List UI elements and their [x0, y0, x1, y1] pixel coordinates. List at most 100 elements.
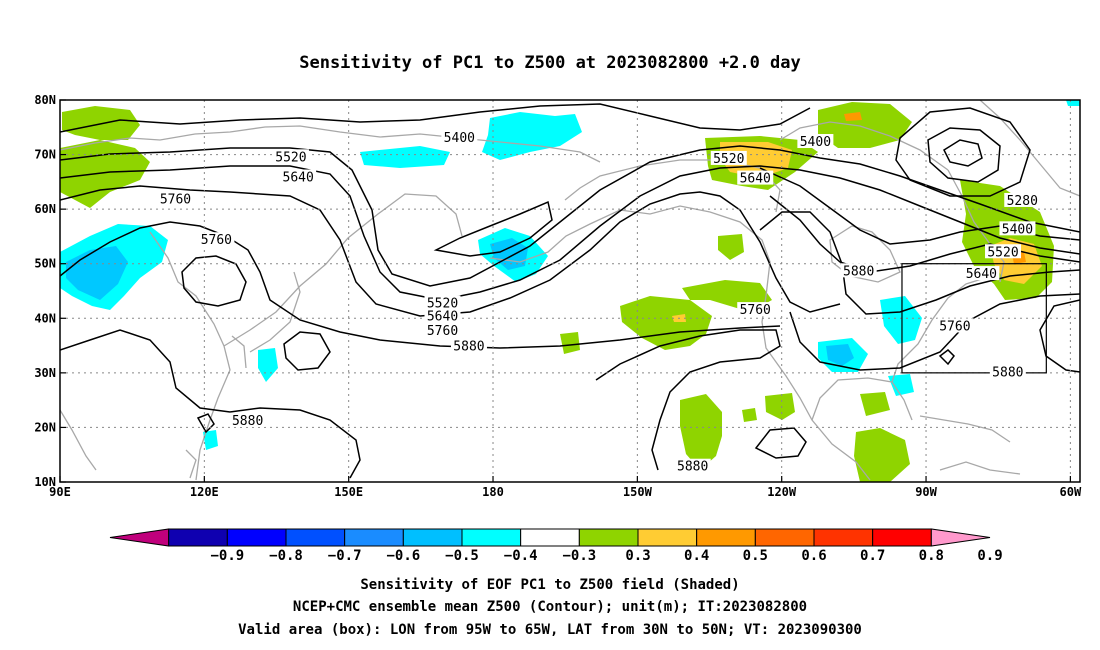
colorbar-box-6 — [520, 528, 580, 547]
colorbar-box-11 — [813, 528, 874, 547]
shade-cyan-siberia-north — [360, 146, 450, 168]
colorbar-label-1: −0.8 — [269, 548, 303, 564]
shade-green-cuba — [860, 392, 890, 416]
contour-5760-west — [60, 185, 841, 317]
contour-5880-tiny-west — [196, 413, 215, 434]
colorbar-label-5: −0.4 — [504, 548, 538, 564]
contour-label-bg-0 — [441, 130, 478, 145]
colorbar: −0.9 −0.8 −0.7 −0.6 −0.5 −0.4 −0.3 0.3 0.4 0.5 0.6… — [109, 528, 1003, 564]
colorbar-label-10: 0.6 — [801, 548, 826, 564]
contour-label-bg-10 — [797, 134, 834, 149]
contour-label-bg-11 — [710, 150, 747, 165]
contour-label-bg-3 — [157, 191, 194, 206]
colorbar-box-12 — [872, 528, 932, 547]
colorbar-label-11: 0.7 — [860, 548, 885, 564]
contour-5880-atlantic — [1039, 299, 1080, 373]
footer-line-3: Valid area (box): LON from 95W to 65W, L… — [238, 622, 862, 638]
contour-5400-west — [60, 103, 811, 133]
x-tick-label-4: 150W — [623, 485, 653, 499]
contour-label-9: 5880 — [232, 414, 263, 429]
contour-5880-aleutian-low — [433, 200, 553, 257]
contour-label-3: 5760 — [160, 192, 191, 207]
shade-cyan-korea — [258, 348, 278, 382]
colorbar-label-3: −0.6 — [386, 548, 420, 564]
colorbar-label-13: 0.9 — [977, 548, 1002, 564]
contour-label-bg-1 — [272, 149, 309, 164]
x-tick-label-7: 60W — [1060, 485, 1082, 499]
contour-label-bg-7 — [424, 322, 461, 337]
contour-label-11: 5520 — [713, 152, 744, 167]
footer-line-1: Sensitivity of EOF PC1 to Z500 field (Sh… — [360, 577, 739, 593]
coast-gulf — [811, 377, 913, 421]
contour-5880-main — [60, 221, 781, 349]
colorbar-label-7: 0.3 — [625, 548, 650, 564]
shade-green-arctic-west — [62, 106, 140, 140]
x-tick-label-5: 120W — [767, 485, 797, 499]
colorbar-label-12: 0.8 — [919, 548, 944, 564]
contour-5400-low — [895, 107, 1031, 197]
y-tick-label-4: 40N — [34, 311, 56, 325]
colorbar-box-3 — [344, 528, 404, 547]
shade-green-baja — [680, 394, 722, 470]
colorbar-box-10 — [754, 528, 815, 547]
shade-cyan-florida — [888, 374, 914, 396]
contour-5760-lake — [181, 255, 247, 307]
shade-green-mexico-coast — [742, 408, 757, 422]
coast-japan — [249, 271, 301, 353]
shade-green-caribbean — [854, 428, 910, 482]
colorbar-box-8 — [637, 528, 698, 547]
contour-5160-low — [943, 139, 983, 167]
contour-label-bg-2 — [280, 169, 317, 184]
coast-caribbean — [919, 415, 1011, 443]
coast-india — [60, 409, 97, 471]
colorbar-box-2 — [285, 528, 346, 547]
contour-5880-east-pacific — [595, 329, 781, 471]
coast-hudson-bay — [829, 225, 901, 283]
colorbar-label-6: −0.3 — [562, 548, 596, 564]
y-tick-label-2: 60N — [34, 202, 56, 216]
y-tick-label-5: 30N — [34, 366, 56, 380]
contour-label-19: 5760 — [939, 319, 970, 334]
y-tick-label-7: 10N — [34, 475, 56, 489]
shade-green-mid-pacific — [560, 332, 580, 354]
coast-philippines — [185, 449, 197, 479]
colorbar-label-2: −0.7 — [328, 548, 362, 564]
contour-label-bg-17 — [840, 263, 877, 278]
coast-alaska — [564, 159, 781, 213]
coast-korea — [231, 335, 247, 369]
colorbar-box-9 — [696, 528, 756, 547]
contour-label-bg-14 — [999, 221, 1036, 236]
contour-label-bg-16 — [963, 266, 1000, 281]
contour-label-bg-6 — [424, 308, 461, 323]
contour-5880-tiny-hawaii — [754, 427, 807, 459]
colorbar-triangle-right — [930, 528, 991, 547]
y-tick-label-6: 20N — [34, 420, 56, 434]
colorbar-box-5 — [461, 528, 522, 547]
shade-orange-canada-arctic — [844, 112, 862, 121]
shade-green-canada-arctic — [818, 102, 912, 148]
contour-label-bg-5 — [424, 295, 461, 310]
contour-label-bg-4 — [198, 232, 235, 247]
contour-label-15: 5520 — [987, 245, 1018, 260]
axis-ticks: 90E 120E 150E 180 150W 120W 90W 60W 80N 70N 60N 50N… — [34, 93, 1082, 499]
contour-label-7: 5760 — [427, 324, 458, 339]
contour-label-14: 5400 — [1002, 222, 1033, 237]
contour-label-13: 5280 — [1007, 194, 1038, 209]
contour-5880-east — [789, 293, 1080, 371]
gridlines — [60, 100, 1080, 482]
contour-label-5: 5520 — [427, 297, 458, 312]
shade-green-mexico-west — [765, 393, 795, 420]
colorbar-box-1 — [226, 528, 287, 547]
shade-green-alberta — [718, 234, 744, 260]
contour-label-16: 5640 — [966, 267, 997, 282]
valid-area-box — [901, 263, 1047, 374]
colorbar-box-4 — [402, 528, 463, 547]
colorbar-label-4: −0.5 — [445, 548, 479, 564]
map-plot: 5400552056405760576055205640576058805880… — [34, 93, 1082, 499]
figure-title: Sensitivity of PC1 to Z500 at 2023082800… — [299, 53, 801, 73]
colorbar-label-0: −0.9 — [210, 548, 244, 564]
shade-cyan-china — [130, 236, 160, 258]
contour-label-0: 5400 — [444, 131, 475, 146]
x-tick-label-6: 90W — [915, 485, 937, 499]
